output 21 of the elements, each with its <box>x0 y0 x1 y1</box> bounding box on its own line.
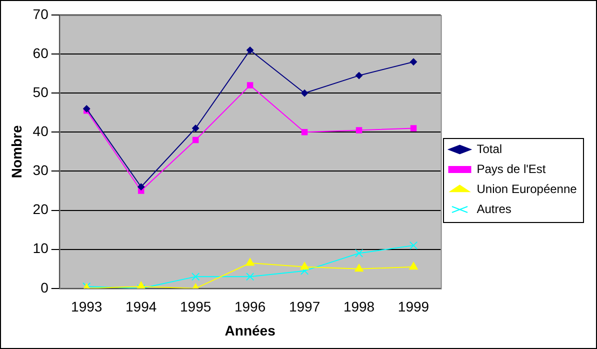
y-tick-label: 70 <box>32 6 49 22</box>
y-tick-label: 20 <box>32 201 49 218</box>
y-axis-title: Nombre <box>8 125 24 178</box>
x-tick-label: 1997 <box>288 298 320 315</box>
x-axis-title: Années <box>224 322 276 338</box>
x-tick-label: 1996 <box>234 298 266 315</box>
x-tick-label: 1995 <box>180 298 212 315</box>
y-tick-label: 10 <box>32 240 49 256</box>
y-tick-label: 50 <box>32 84 49 100</box>
y-tick-label: 0 <box>40 279 49 296</box>
legend-label: Pays de l'Est <box>476 162 546 176</box>
x-tick-label: 1994 <box>126 298 157 315</box>
y-tick-label: 30 <box>32 162 49 178</box>
y-tick-label: 40 <box>32 123 49 140</box>
legend-label: Union Européenne <box>476 182 578 196</box>
x-tick-label: 1998 <box>343 298 375 315</box>
x-tick-label: 1999 <box>398 298 430 315</box>
x-tick-label: 1993 <box>71 298 102 315</box>
legend-label: Total <box>476 142 502 156</box>
y-tick-label: 60 <box>32 44 49 61</box>
legend-label: Autres <box>476 202 512 216</box>
